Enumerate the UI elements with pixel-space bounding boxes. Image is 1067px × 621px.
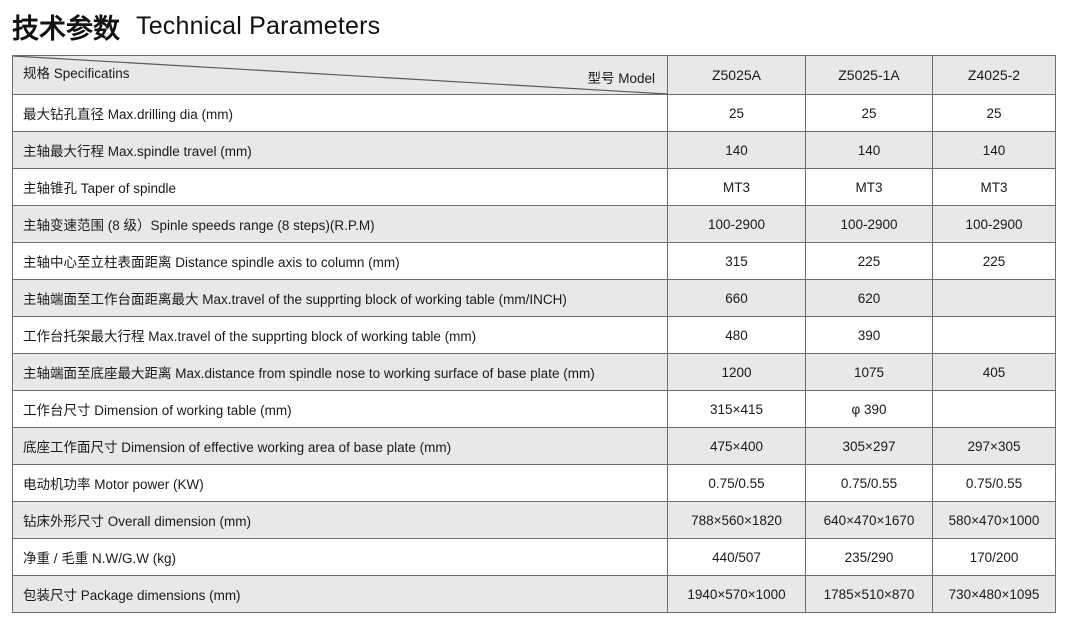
row-value-model1: 25: [667, 94, 806, 132]
row-value-model2: φ 390: [805, 390, 933, 428]
row-value-model2: 25: [805, 94, 933, 132]
row-value-model3: [932, 390, 1056, 428]
row-label: 工作台托架最大行程 Max.travel of the supprting bl…: [12, 316, 668, 354]
row-value-model1: MT3: [667, 168, 806, 206]
table-row: 主轴变速范围 (8 级）Spinle speeds range (8 steps…: [12, 205, 1056, 243]
table-row: 电动机功率 Motor power (KW) 0.75/0.55 0.75/0.…: [12, 464, 1056, 502]
diagonal-divider-icon: [13, 56, 667, 94]
header-model-z4025-2: Z4025-2: [932, 55, 1056, 95]
table-row: 最大钻孔直径 Max.drilling dia (mm) 25 25 25: [12, 94, 1056, 132]
header-specification-label: 规格 Specificatins: [23, 66, 130, 81]
page-title: 技术参数 Technical Parameters: [12, 4, 380, 48]
row-value-model2: MT3: [805, 168, 933, 206]
table-row: 主轴锥孔 Taper of spindle MT3 MT3 MT3: [12, 168, 1056, 206]
row-value-model1: 1200: [667, 353, 806, 391]
row-label: 主轴端面至底座最大距离 Max.distance from spindle no…: [12, 353, 668, 391]
row-value-model1: 660: [667, 279, 806, 317]
row-value-model3: MT3: [932, 168, 1056, 206]
technical-parameters-table: 规格 Specificatins 型号 Model Z5025A Z5025-1…: [12, 55, 1056, 613]
table-row: 主轴端面至底座最大距离 Max.distance from spindle no…: [12, 353, 1056, 391]
row-value-model1: 788×560×1820: [667, 501, 806, 539]
row-label: 包装尺寸 Package dimensions (mm): [12, 575, 668, 613]
table-row: 钻床外形尺寸 Overall dimension (mm) 788×560×18…: [12, 501, 1056, 539]
row-value-model2: 140: [805, 131, 933, 169]
table-row: 底座工作面尺寸 Dimension of effective working a…: [12, 427, 1056, 465]
row-label: 电动机功率 Motor power (KW): [12, 464, 668, 502]
row-value-model3: 170/200: [932, 538, 1056, 576]
header-model-z5025a: Z5025A: [667, 55, 806, 95]
table-body: 最大钻孔直径 Max.drilling dia (mm) 25 25 25 主轴…: [12, 94, 1056, 613]
table-row: 净重 / 毛重 N.W/G.W (kg) 440/507 235/290 170…: [12, 538, 1056, 576]
row-value-model1: 315×415: [667, 390, 806, 428]
row-label: 主轴锥孔 Taper of spindle: [12, 168, 668, 206]
row-value-model3: 25: [932, 94, 1056, 132]
table-row: 主轴中心至立柱表面距离 Distance spindle axis to col…: [12, 242, 1056, 280]
row-value-model1: 100-2900: [667, 205, 806, 243]
row-value-model1: 140: [667, 131, 806, 169]
row-value-model1: 1940×570×1000: [667, 575, 806, 613]
row-value-model1: 440/507: [667, 538, 806, 576]
row-value-model3: 225: [932, 242, 1056, 280]
page-title-english: Technical Parameters: [136, 11, 381, 40]
row-value-model1: 0.75/0.55: [667, 464, 806, 502]
row-label: 底座工作面尺寸 Dimension of effective working a…: [12, 427, 668, 465]
row-value-model3: 580×470×1000: [932, 501, 1056, 539]
row-value-model3: 297×305: [932, 427, 1056, 465]
row-value-model2: 640×470×1670: [805, 501, 933, 539]
page-title-chinese: 技术参数: [12, 13, 120, 44]
row-label: 主轴最大行程 Max.spindle travel (mm): [12, 131, 668, 169]
row-value-model3: 730×480×1095: [932, 575, 1056, 613]
row-value-model3: 100-2900: [932, 205, 1056, 243]
row-label: 最大钻孔直径 Max.drilling dia (mm): [12, 94, 668, 132]
row-value-model2: 390: [805, 316, 933, 354]
row-value-model3: 0.75/0.55: [932, 464, 1056, 502]
row-value-model3: 140: [932, 131, 1056, 169]
row-value-model2: 1075: [805, 353, 933, 391]
header-model-z5025-1a: Z5025-1A: [805, 55, 933, 95]
table-header-row: 规格 Specificatins 型号 Model Z5025A Z5025-1…: [12, 55, 1056, 95]
table-row: 工作台尺寸 Dimension of working table (mm) 31…: [12, 390, 1056, 428]
row-value-model2: 235/290: [805, 538, 933, 576]
row-label: 主轴端面至工作台面距离最大 Max.travel of the supprtin…: [12, 279, 668, 317]
table-row: 主轴端面至工作台面距离最大 Max.travel of the supprtin…: [12, 279, 1056, 317]
row-value-model2: 620: [805, 279, 933, 317]
row-value-model2: 1785×510×870: [805, 575, 933, 613]
row-label: 主轴变速范围 (8 级）Spinle speeds range (8 steps…: [12, 205, 668, 243]
header-corner-cell: 规格 Specificatins 型号 Model: [12, 55, 668, 95]
row-value-model1: 315: [667, 242, 806, 280]
table-row: 主轴最大行程 Max.spindle travel (mm) 140 140 1…: [12, 131, 1056, 169]
header-model-label: 型号 Model: [587, 71, 655, 86]
row-value-model2: 0.75/0.55: [805, 464, 933, 502]
row-value-model2: 305×297: [805, 427, 933, 465]
row-value-model3: [932, 316, 1056, 354]
row-value-model2: 225: [805, 242, 933, 280]
row-label: 主轴中心至立柱表面距离 Distance spindle axis to col…: [12, 242, 668, 280]
row-value-model1: 475×400: [667, 427, 806, 465]
row-label: 净重 / 毛重 N.W/G.W (kg): [12, 538, 668, 576]
row-label: 钻床外形尺寸 Overall dimension (mm): [12, 501, 668, 539]
table-row: 包装尺寸 Package dimensions (mm) 1940×570×10…: [12, 575, 1056, 613]
row-value-model3: 405: [932, 353, 1056, 391]
row-value-model3: [932, 279, 1056, 317]
table-row: 工作台托架最大行程 Max.travel of the supprting bl…: [12, 316, 1056, 354]
row-label: 工作台尺寸 Dimension of working table (mm): [12, 390, 668, 428]
row-value-model1: 480: [667, 316, 806, 354]
row-value-model2: 100-2900: [805, 205, 933, 243]
